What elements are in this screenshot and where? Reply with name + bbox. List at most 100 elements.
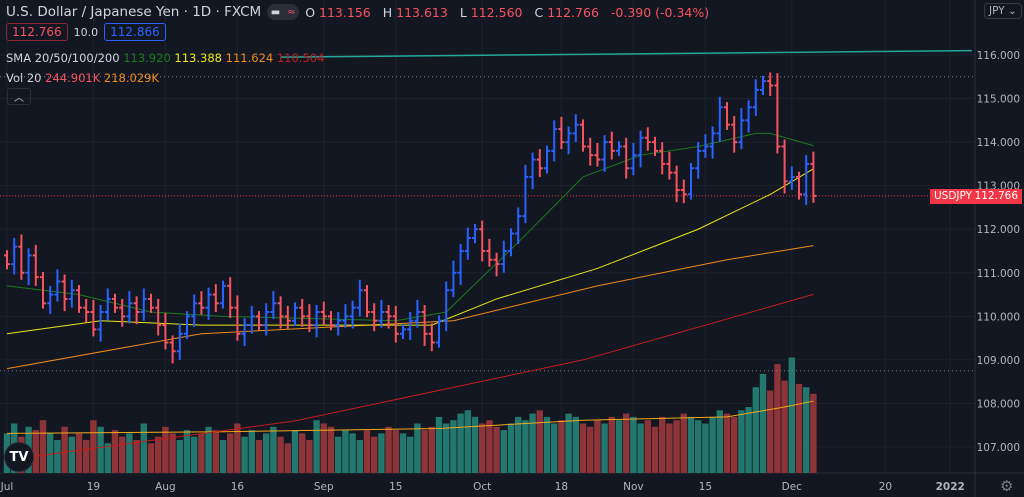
volume-bar [363,430,371,473]
volume-bar [68,436,75,473]
volume-bar [227,433,234,473]
volume-bar [155,436,162,473]
volume-bar [111,430,119,473]
volume-bar [745,407,752,473]
volume-bar [306,440,313,473]
ohlc-bar [313,305,320,338]
ohlc-bar [371,303,378,332]
ohlc-bar [364,284,370,318]
volume-bar [169,433,176,473]
ohlc-bar [140,288,147,321]
volume-bar [471,416,479,473]
ohlc-bar [385,305,392,329]
ohlc-bar [428,323,435,352]
ohlc-bar [18,234,25,280]
volume-bar [522,420,529,473]
ohlc-bar [709,126,716,159]
x-tick-label: 15 [389,481,402,493]
volume-bar [313,420,320,473]
ohlc-bar [320,301,327,326]
ohlc-bar [90,299,97,337]
ohlc-bar [796,171,802,200]
volume-bar [356,440,363,473]
volume-bar [666,423,673,473]
volume-bar [803,387,810,473]
ohlc-bar [781,139,788,194]
currency-button[interactable]: JPY ⌄ [984,3,1022,19]
volume-bar [385,426,392,473]
ohlc-bar [587,137,594,166]
ohlc-bar [500,240,507,273]
volume-bar [608,416,615,473]
volume-bar [47,433,54,473]
volume-bar [90,420,97,473]
volume-bar [774,364,781,473]
volume-bar [133,440,140,473]
volume-bar [83,440,90,473]
collapse-legend-button[interactable]: ︿ [7,88,31,105]
x-tick-label: Dec [782,481,803,493]
chart-legend: U.S. Dollar / Japanese Yen · 1D · FXCM ▬… [6,4,713,20]
ohlc-bar [292,302,298,326]
ohlc-bar [25,248,32,285]
ohlc-bar [464,227,471,260]
volume-bar [428,426,435,473]
x-tick-label: 20 [879,481,892,493]
volume-bar [162,426,169,473]
ohlc-bar [601,135,608,172]
volume-bar [263,433,270,473]
ohlc-bar [457,244,464,285]
volume-bar [392,430,399,473]
ohlc-bar [472,224,478,244]
ohlc-bar [688,163,694,200]
ohlc-bar [695,142,702,179]
visibility-toggle[interactable]: ▬ ≈ [267,4,300,20]
symbol-title[interactable]: U.S. Dollar / Japanese Yen · 1D · FXCM [6,4,262,20]
ohlc-bar [400,324,406,340]
ohlc-bar [234,295,241,341]
volume-bar [673,420,680,473]
volume-bar [407,436,414,473]
ohlc-bar [220,280,226,309]
tradingview-logo[interactable]: TV [4,442,34,472]
buy-button[interactable]: 112.866 [104,23,166,41]
gear-icon[interactable]: ⚙ [1000,477,1014,495]
volume-legend[interactable]: Vol 20 244.901K 218.029K [6,71,160,85]
volume-ma-line [6,400,814,434]
ohlc-bar [155,298,162,336]
ohlc-bar [724,102,730,130]
volume-bar [680,413,687,473]
sma50-line [6,168,814,335]
ohlc-bar [745,100,752,133]
chevron-down-icon: ⌄ [1007,5,1017,17]
ohlc-bar [767,72,774,96]
sma-legend[interactable]: SMA 20/50/100/200 113.920 113.388 111.62… [6,51,325,65]
x-tick-label: Jul [0,481,13,493]
ohlc-bar [61,274,68,312]
volume-bar [702,423,709,473]
ohlc-bar [659,142,666,175]
ohlc-bar [443,281,450,332]
ohlc-bar [666,151,673,180]
ohlc-bar [594,142,601,167]
volume-bar [97,426,104,473]
y-tick-label: 114.000 [977,137,1020,149]
ohlc-bar [54,269,61,302]
ohlc-bar [162,312,169,350]
volume-bar [399,433,407,473]
sma20-line [6,132,814,322]
ohlc-bar [68,279,75,308]
ohlc-bar [392,305,399,343]
trade-buttons: 112.766 10.0 112.866 [6,23,166,41]
volume-bar [320,423,327,473]
sell-button[interactable]: 112.766 [6,23,68,41]
volume-bar [738,410,745,473]
ohlc-bar [11,237,18,275]
ohlc-bar [119,298,126,327]
volume-bar [421,430,428,473]
volume-bar [767,390,774,473]
ohlc-bar [572,114,579,143]
ohlc-bar [493,252,500,277]
ohlc-bar [536,149,543,177]
